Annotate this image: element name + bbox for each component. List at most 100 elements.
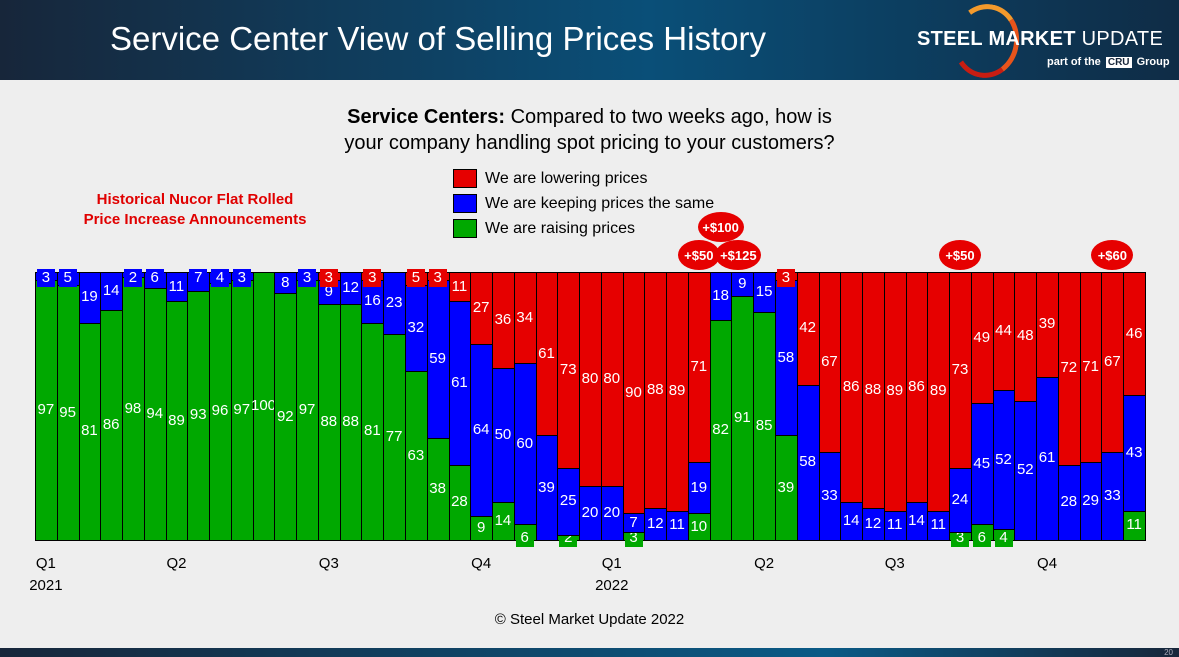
data-label: 58 — [777, 348, 795, 366]
data-label: 100 — [251, 397, 277, 414]
data-label: 11 — [930, 516, 947, 534]
data-label: 7 — [624, 513, 643, 532]
data-label: 3 — [36, 269, 55, 287]
data-label: 33 — [821, 486, 838, 504]
data-label: 20 — [603, 504, 621, 522]
page-number: 20 — [1164, 648, 1173, 657]
page-title: Service Center View of Selling Prices Hi… — [110, 20, 766, 57]
price-increase-annotation: +$125 — [715, 240, 762, 270]
data-label: 44 — [995, 321, 1012, 339]
data-label: 34 — [516, 308, 534, 326]
legend-item-lowering: We are lowering prices — [453, 166, 714, 191]
data-label: 12 — [646, 514, 664, 532]
data-label: 86 — [908, 378, 925, 396]
data-label: 8 — [281, 273, 290, 291]
bar-segment-lowering — [1123, 272, 1146, 397]
data-label: 88 — [320, 413, 338, 431]
data-label: 90 — [625, 383, 642, 401]
cru-logo: CRU — [1105, 57, 1132, 68]
data-label: 95 — [59, 403, 76, 421]
legend-swatch-green — [453, 219, 477, 238]
historical-note: Historical Nucor Flat Rolled Price Incre… — [55, 190, 335, 230]
data-label: 15 — [755, 283, 773, 301]
data-label: 88 — [342, 413, 359, 431]
price-increase-annotation: +$60 — [1091, 240, 1134, 270]
data-label: 72 — [1060, 359, 1078, 377]
data-label: 52 — [995, 450, 1012, 468]
legend-item-raising: We are raising prices — [453, 216, 714, 241]
logo-name-bold: STEEL MARKET — [917, 28, 1076, 50]
data-label: 97 — [37, 401, 55, 419]
data-label: 48 — [1016, 327, 1034, 345]
data-label: 39 — [538, 478, 555, 496]
legend-label: We are lowering prices — [485, 169, 648, 187]
data-label: 63 — [407, 446, 425, 464]
data-label: 86 — [102, 415, 120, 433]
logo-name-light: UPDATE — [1075, 28, 1164, 50]
data-label: 14 — [102, 281, 120, 299]
data-label: 12 — [342, 279, 359, 297]
steel-market-update-logo: STEEL MARKET UPDATE part of the CRU Grou… — [915, 0, 1175, 84]
footer-bar — [0, 648, 1179, 657]
price-increase-annotation: +$100 — [697, 212, 744, 242]
data-label: 92 — [276, 407, 294, 425]
data-label: 96 — [211, 402, 229, 420]
data-label: 6 — [145, 269, 164, 287]
data-label: 3 — [951, 529, 969, 547]
data-label: 52 — [1016, 461, 1034, 479]
header-banner: Service Center View of Selling Prices Hi… — [0, 0, 1179, 84]
data-label: 27 — [472, 299, 490, 317]
data-label: 89 — [929, 382, 947, 400]
data-label: 88 — [646, 380, 664, 398]
data-label: 81 — [81, 422, 98, 440]
data-label: 36 — [494, 311, 512, 329]
data-label: 94 — [146, 405, 164, 423]
data-label: 24 — [951, 490, 969, 508]
data-label: 80 — [581, 370, 599, 388]
data-label: 5 — [58, 269, 77, 287]
logo-sub-prefix: part of the — [1047, 56, 1101, 68]
x-tick-label: Q3 — [884, 555, 905, 572]
data-label: 93 — [189, 406, 207, 424]
data-label: 61 — [451, 374, 468, 392]
data-label: 91 — [734, 409, 751, 427]
x-tick-label: Q1 2021 — [29, 555, 63, 594]
data-label: 39 — [1038, 315, 1056, 333]
data-label: 89 — [886, 382, 904, 400]
data-label: 6 — [515, 529, 534, 547]
data-label: 7 — [189, 269, 208, 287]
data-label: 42 — [799, 319, 816, 337]
data-label: 82 — [712, 421, 729, 439]
data-label: 3 — [319, 269, 338, 287]
data-label: 73 — [951, 360, 969, 378]
data-label: 45 — [973, 454, 991, 472]
question-line-2: your company handling spot pricing to yo… — [344, 132, 835, 154]
logo-sub-suffix: Group — [1136, 56, 1170, 68]
data-label: 9 — [738, 275, 747, 293]
data-label: 18 — [712, 287, 729, 305]
data-label: 60 — [516, 434, 534, 452]
data-label: 59 — [429, 350, 446, 368]
data-label: 97 — [298, 401, 316, 419]
data-label: 9 — [324, 283, 333, 301]
data-label: 89 — [168, 411, 185, 429]
data-label: 14 — [494, 512, 512, 530]
data-label: 25 — [559, 492, 577, 510]
data-label: 3 — [624, 529, 643, 547]
question-prefix: Service Centers: — [347, 106, 506, 128]
survey-question: Service Centers: Compared to two weeks a… — [0, 104, 1179, 156]
data-label: 71 — [1082, 358, 1099, 376]
data-label: 43 — [1125, 443, 1143, 461]
data-label: 14 — [842, 512, 860, 530]
data-label: 11 — [451, 277, 468, 295]
data-label: 86 — [842, 378, 860, 396]
historical-note-line-2: Price Increase Announcements — [83, 211, 307, 228]
data-label: 49 — [973, 328, 991, 346]
data-label: 23 — [385, 293, 403, 311]
data-label: 19 — [81, 288, 98, 306]
price-increase-annotation: +$50 — [677, 240, 720, 270]
data-label: 10 — [690, 517, 708, 535]
data-label: 4 — [994, 529, 1013, 547]
data-label: 73 — [559, 360, 577, 378]
data-label: 61 — [538, 344, 555, 362]
